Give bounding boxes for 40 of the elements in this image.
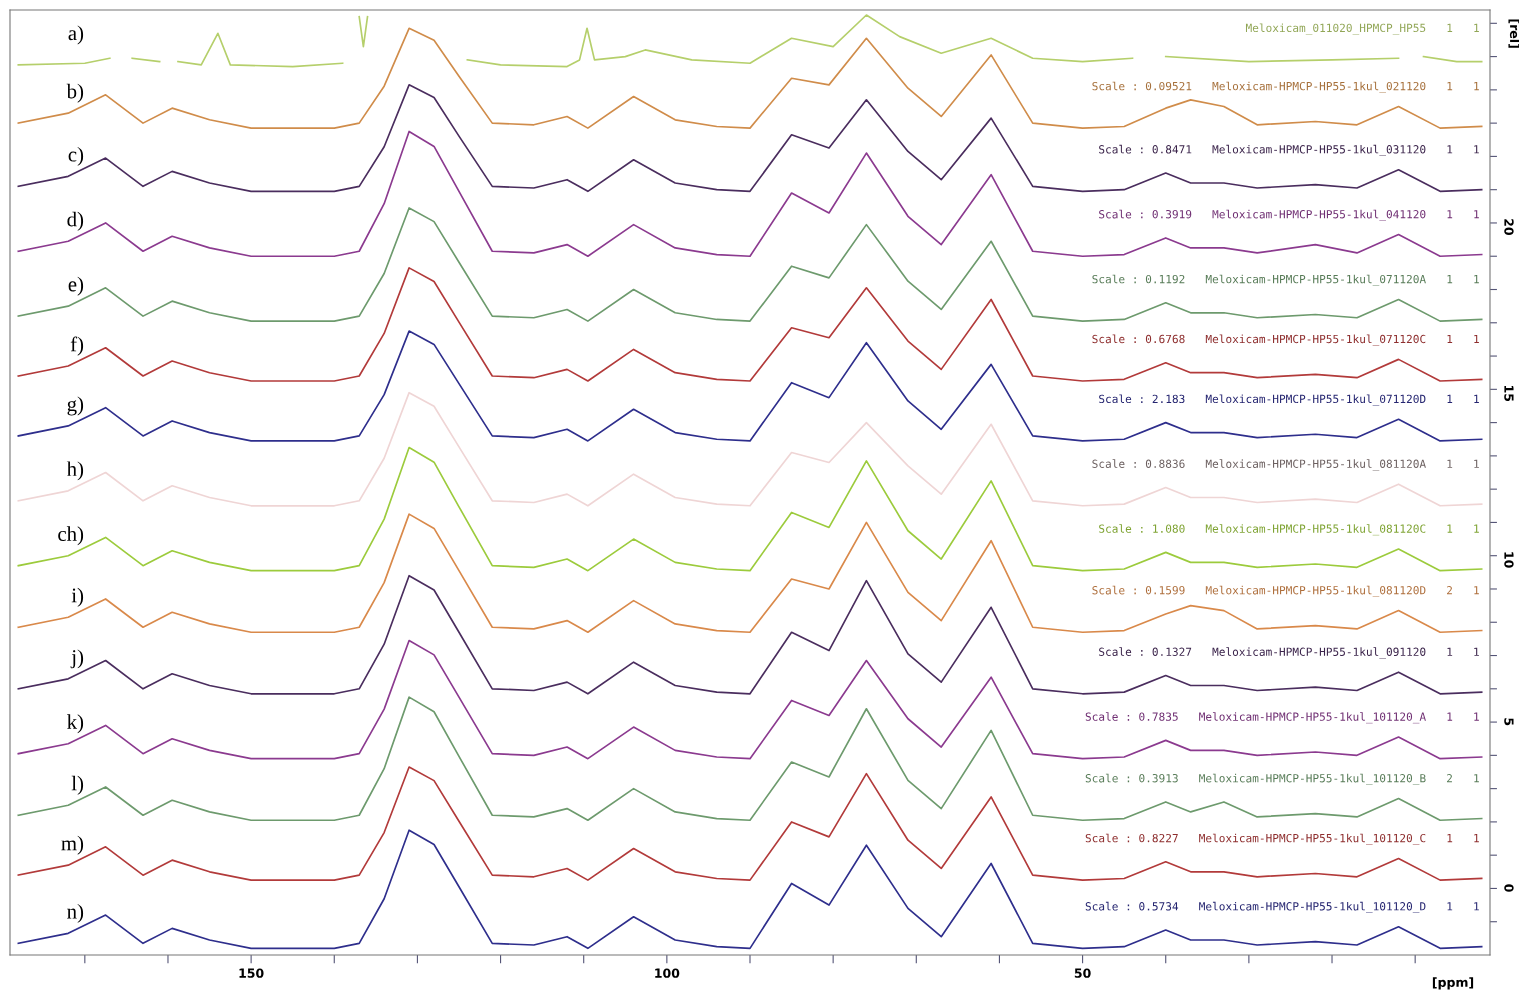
y-tick-label: 10 — [1504, 552, 1514, 568]
annotation: Scale : 1.080 Meloxicam-HPMCP-HP55-1kul_081120C 1 1 — [1099, 524, 1479, 536]
series-label: n) — [67, 903, 84, 923]
series-label: j) — [70, 649, 84, 669]
y-tick-label: 0 — [1504, 884, 1514, 892]
annotation: Scale : 2.183 Meloxicam-HPMCP-HP55-1kul_071120D 1 1 — [1099, 394, 1479, 406]
x-tick-label: 100 — [655, 968, 680, 978]
series-label: g) — [67, 396, 84, 416]
series-label: e) — [68, 276, 84, 296]
annotation: Scale : 0.3913 Meloxicam-HPMCP-HP55-1kul_101120_B 2 1 — [1085, 773, 1479, 785]
series-label: f) — [70, 336, 84, 356]
y-tick-label: 20 — [1504, 219, 1514, 236]
annotation: Scale : 0.8836 Meloxicam-HPMCP-HP55-1kul_081120A 1 1 — [1092, 459, 1479, 471]
series-label: l) — [71, 775, 84, 795]
series-label: ch) — [58, 526, 84, 546]
annotation: Scale : 0.8227 Meloxicam-HPMCP-HP55-1kul_101120_C 1 1 — [1085, 833, 1479, 845]
x-axis-title: [ppm] — [1432, 977, 1474, 990]
series-label: m) — [61, 835, 84, 855]
series-label: i) — [71, 587, 84, 607]
series-label: d) — [67, 211, 84, 231]
annotation: Meloxicam_011020_HPMCP_HP55 1 1 — [1245, 23, 1479, 35]
x-tick-label: 50 — [1074, 968, 1091, 978]
annotation: Scale : 0.7835 Meloxicam-HPMCP-HP55-1kul_101120_A 1 1 — [1085, 712, 1479, 724]
annotation: Scale : 0.1192 Meloxicam-HPMCP-HP55-1kul_071120A 1 1 — [1092, 274, 1479, 286]
y-axis-title: [rel] — [1508, 19, 1519, 48]
annotation: Scale : 0.09521 Meloxicam-HPMCP-HP55-1kul_021120 1 1 — [1092, 81, 1479, 93]
annotation: Scale : 0.8471 Meloxicam-HPMCP-HP55-1kul_031120 1 1 — [1099, 144, 1479, 156]
y-tick-label: 5 — [1504, 718, 1514, 726]
series-label: c) — [68, 146, 84, 166]
series-label: a) — [68, 25, 84, 45]
annotation: Scale : 0.3919 Meloxicam-HPMCP-HP55-1kul_041120 1 1 — [1099, 209, 1479, 221]
annotation: Scale : 0.6768 Meloxicam-HPMCP-HP55-1kul_071120C 1 1 — [1092, 334, 1479, 346]
annotation: Scale : 0.1327 Meloxicam-HPMCP-HP55-1kul_091120 1 1 — [1099, 647, 1479, 659]
series-label: h) — [66, 461, 84, 481]
x-tick-label: 150 — [239, 968, 264, 978]
annotation: Scale : 0.1599 Meloxicam-HPMCP-HP55-1kul_081120D 2 1 — [1092, 585, 1479, 597]
annotation: Scale : 0.5734 Meloxicam-HPMCP-HP55-1kul_101120_D 1 1 — [1085, 901, 1479, 913]
series-label: k) — [67, 714, 84, 734]
series-label: b) — [66, 83, 84, 103]
y-tick-label: 15 — [1504, 385, 1514, 402]
